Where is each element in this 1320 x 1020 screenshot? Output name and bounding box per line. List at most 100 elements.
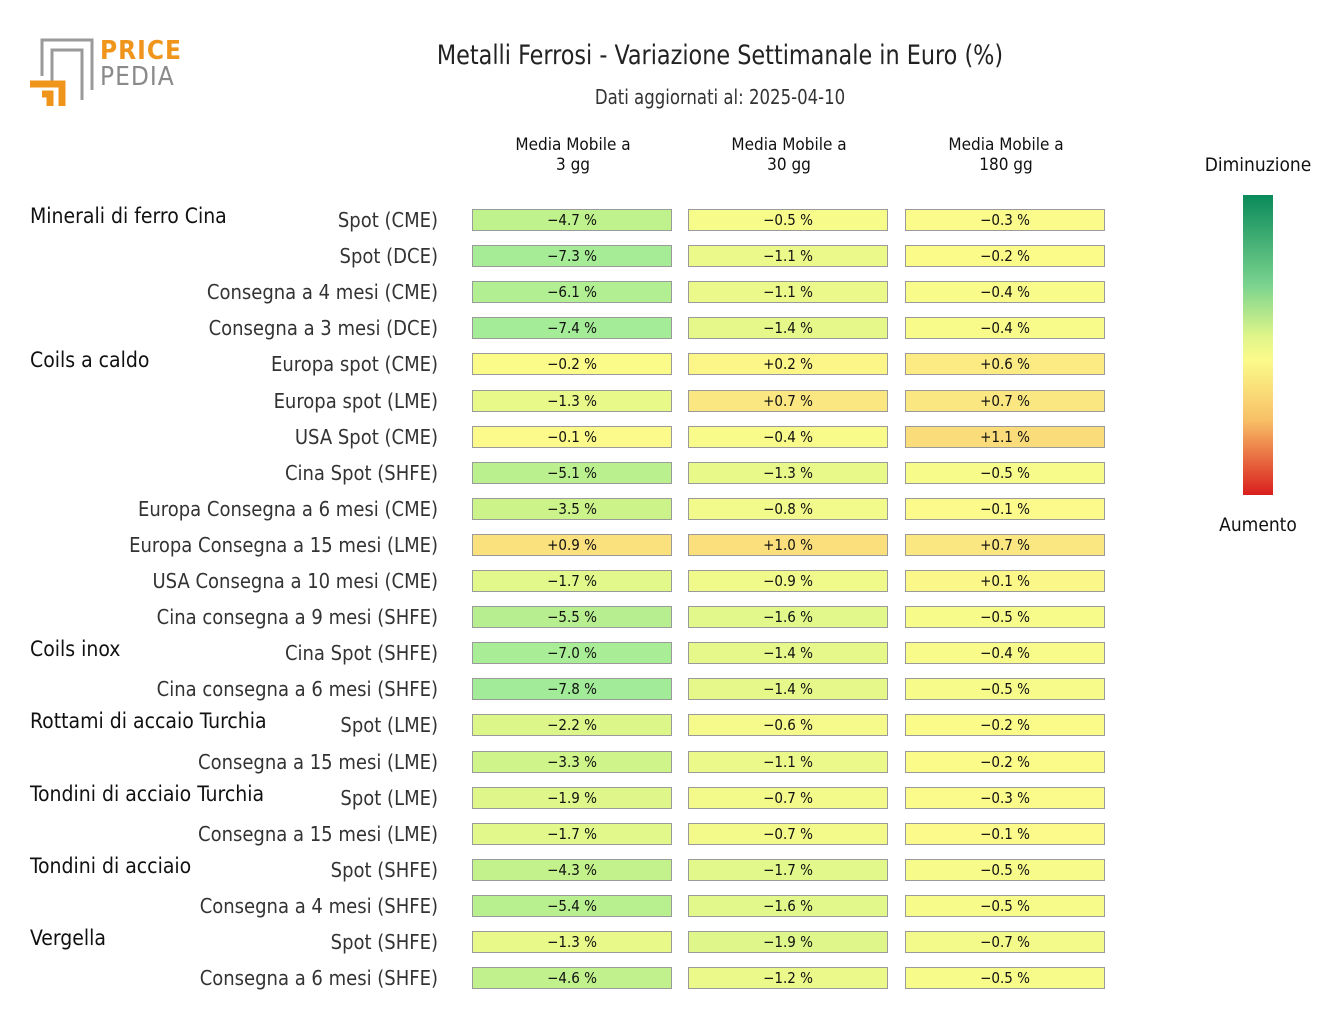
group-label: Coils inox bbox=[30, 637, 121, 662]
group-label: Tondini di acciaio bbox=[30, 853, 192, 878]
logo-mark-icon bbox=[30, 38, 94, 106]
heat-cell: −0.1 % bbox=[905, 822, 1105, 845]
row-label: Consegna a 15 mesi (LME) bbox=[198, 821, 438, 846]
heat-cell: +0.9 % bbox=[472, 533, 672, 556]
heat-cell: −0.1 % bbox=[905, 497, 1105, 520]
legend-bottom-label: Aumento bbox=[1219, 514, 1297, 536]
row-label: Spot (DCE) bbox=[339, 244, 438, 269]
heat-cell: −7.3 % bbox=[472, 245, 672, 268]
row-label: Consegna a 4 mesi (SHFE) bbox=[199, 893, 438, 918]
heat-cell: −7.8 % bbox=[472, 678, 672, 701]
row-label: Europa spot (CME) bbox=[271, 352, 438, 377]
row-label: Europa spot (LME) bbox=[273, 388, 438, 413]
heat-cell: −1.7 % bbox=[472, 570, 672, 592]
column-header: Media Mobile a 180 gg bbox=[905, 135, 1107, 175]
heat-cell: +1.0 % bbox=[688, 533, 888, 556]
heat-cell: −0.6 % bbox=[688, 714, 888, 737]
row-label: USA Spot (CME) bbox=[294, 424, 438, 449]
group-label: Tondini di acciaio Turchia bbox=[30, 781, 265, 806]
heat-cell: −0.7 % bbox=[905, 931, 1105, 953]
heat-cell: −0.5 % bbox=[688, 209, 888, 231]
heat-cell: −1.7 % bbox=[472, 822, 672, 845]
heat-cell: −6.1 % bbox=[472, 281, 672, 304]
heat-cell: +0.1 % bbox=[905, 570, 1105, 592]
heat-cell: −0.3 % bbox=[905, 209, 1105, 231]
row-label: Spot (CME) bbox=[337, 208, 438, 232]
row-label: Cina Spot (SHFE) bbox=[284, 641, 438, 666]
legend-top-label: Diminuzione bbox=[1204, 154, 1312, 176]
logo-pedia: PEDIA bbox=[100, 62, 175, 92]
heat-cell: −1.1 % bbox=[688, 750, 888, 773]
column-header-line1: Media Mobile a bbox=[948, 135, 1064, 155]
heat-cell: −0.2 % bbox=[905, 750, 1105, 773]
heat-cell: −1.7 % bbox=[688, 858, 888, 881]
legend-color-scale bbox=[1243, 195, 1273, 495]
row-label: USA Consegna a 10 mesi (CME) bbox=[152, 569, 438, 593]
column-header: Media Mobile a 30 gg bbox=[688, 135, 890, 175]
row-label: Spot (LME) bbox=[340, 713, 438, 738]
heat-cell: −0.5 % bbox=[905, 858, 1105, 881]
row-label: Consegna a 15 mesi (LME) bbox=[198, 749, 438, 774]
column-header-line1: Media Mobile a bbox=[731, 135, 847, 155]
logo-price: PRICE bbox=[100, 36, 182, 66]
row-label: Consegna a 4 mesi (CME) bbox=[206, 280, 438, 305]
heat-cell: −1.9 % bbox=[472, 786, 672, 809]
heat-cell: +0.7 % bbox=[905, 389, 1105, 412]
heat-cell: −1.2 % bbox=[688, 967, 888, 990]
heat-cell: +0.2 % bbox=[688, 353, 888, 376]
heat-cell: −0.7 % bbox=[688, 786, 888, 809]
heat-cell: −1.1 % bbox=[688, 281, 888, 304]
group-label: Minerali di ferro Cina bbox=[30, 204, 227, 228]
row-label: Europa Consegna a 6 mesi (CME) bbox=[138, 496, 438, 521]
heat-cell: −1.4 % bbox=[688, 317, 888, 340]
heat-cell: −5.5 % bbox=[472, 606, 672, 629]
heat-cell: +0.7 % bbox=[905, 533, 1105, 556]
row-label: Spot (LME) bbox=[340, 785, 438, 810]
column-header-line1: Media Mobile a bbox=[515, 135, 631, 155]
heat-cell: −1.4 % bbox=[688, 642, 888, 665]
heat-cell: −7.0 % bbox=[472, 642, 672, 665]
heat-cell: +0.7 % bbox=[688, 389, 888, 412]
heat-cell: −0.4 % bbox=[905, 317, 1105, 340]
heat-cell: −0.5 % bbox=[905, 967, 1105, 990]
heat-cell: −1.6 % bbox=[688, 606, 888, 629]
heat-cell: −0.7 % bbox=[688, 822, 888, 845]
row-label: Consegna a 3 mesi (DCE) bbox=[208, 316, 438, 341]
heat-cell: −1.6 % bbox=[688, 894, 888, 917]
heat-cell: −0.4 % bbox=[905, 281, 1105, 304]
column-header-line2: 30 gg bbox=[767, 155, 811, 175]
heat-cell: −0.3 % bbox=[905, 786, 1105, 809]
heat-cell: +0.6 % bbox=[905, 353, 1105, 376]
heat-cell: +1.1 % bbox=[905, 425, 1105, 448]
heat-cell: −0.8 % bbox=[688, 497, 888, 520]
heat-cell: −1.3 % bbox=[472, 389, 672, 412]
heat-cell: −4.6 % bbox=[472, 967, 672, 990]
heat-cell: −0.2 % bbox=[905, 714, 1105, 737]
chart-subtitle: Dati aggiornati al: 2025-04-10 bbox=[594, 85, 846, 109]
heat-cell: −0.9 % bbox=[688, 570, 888, 592]
heat-cell: −5.4 % bbox=[472, 894, 672, 917]
group-label: Rottami di accaio Turchia bbox=[30, 709, 267, 734]
heat-cell: −0.2 % bbox=[472, 353, 672, 376]
heat-cell: −3.3 % bbox=[472, 750, 672, 773]
row-label: Spot (SHFE) bbox=[330, 930, 438, 954]
heat-cell: −0.4 % bbox=[688, 425, 888, 448]
heat-cell: −1.3 % bbox=[688, 461, 888, 484]
heat-cell: −2.2 % bbox=[472, 714, 672, 737]
row-label: Cina Spot (SHFE) bbox=[284, 460, 438, 485]
heat-cell: −5.1 % bbox=[472, 461, 672, 484]
heat-cell: −1.9 % bbox=[688, 931, 888, 953]
heat-cell: −0.4 % bbox=[905, 642, 1105, 665]
heat-cell: −0.5 % bbox=[905, 894, 1105, 917]
column-header-line2: 3 gg bbox=[555, 155, 590, 175]
logo-text: PRICE PEDIA bbox=[100, 38, 182, 90]
group-label: Coils a caldo bbox=[30, 348, 150, 373]
row-label: Spot (SHFE) bbox=[330, 857, 438, 882]
heat-cell: −1.1 % bbox=[688, 245, 888, 268]
row-label: Cina consegna a 6 mesi (SHFE) bbox=[156, 677, 438, 702]
pricepedia-logo bbox=[28, 36, 188, 108]
heat-cell: −0.1 % bbox=[472, 425, 672, 448]
heat-cell: −1.3 % bbox=[472, 931, 672, 953]
heat-cell: −7.4 % bbox=[472, 317, 672, 340]
chart-title: Metalli Ferrosi - Variazione Settimanale… bbox=[436, 40, 1004, 71]
